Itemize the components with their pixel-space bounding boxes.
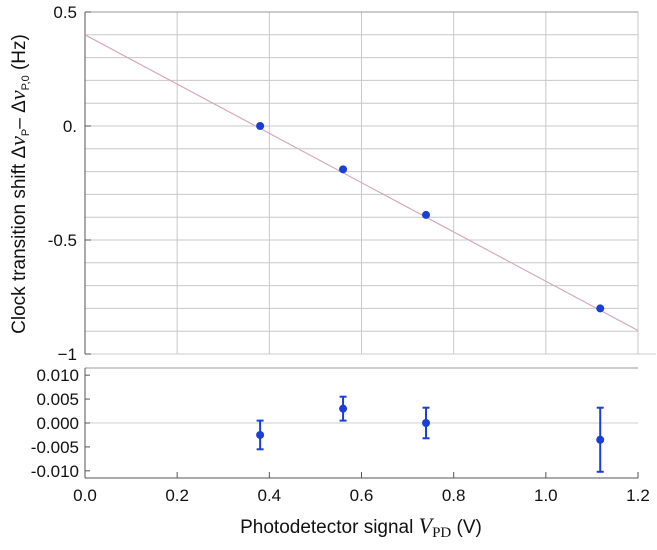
y-tick-label: 0.000 (36, 414, 79, 433)
y-tick-label: -0.005 (31, 438, 79, 457)
residual-point (339, 404, 348, 413)
x-tick-label: 0.2 (165, 486, 189, 505)
data-point (256, 122, 265, 130)
x-tick-label: 1.0 (534, 486, 558, 505)
data-point (339, 165, 348, 174)
x-tick-label: 0.0 (73, 486, 97, 505)
data-point (422, 210, 431, 219)
fit-line (84, 34, 639, 332)
residual-point (256, 430, 265, 439)
y-tick-label: 0.5 (53, 3, 77, 22)
y-tick-label: 0. (63, 117, 77, 136)
y-axis-label: Clock transition shift ΔνP– ΔνP,0 (Hz) (5, 34, 32, 334)
y-tick-label: 0.005 (36, 390, 79, 409)
x-axis-label: Photodetector signal VPD (V) (240, 513, 482, 541)
y-tick-label: 0.010 (36, 366, 79, 385)
y-tick-label: -0.010 (31, 462, 79, 481)
y-tick-label: −1 (58, 345, 77, 364)
y-tick-label: -0.5 (48, 231, 77, 250)
residual-point (422, 419, 431, 427)
residual-shift-panel: 0.5 0. -0.5 −1 (48, 3, 656, 364)
x-tick-label: 0.8 (442, 486, 466, 505)
x-tick-label: 0.4 (258, 486, 282, 505)
x-tick-label: 0.6 (350, 486, 374, 505)
residual-point (596, 435, 605, 444)
x-tick-label: 1.2 (626, 486, 650, 505)
fit-residuals-panel: 0.010 0.005 0.000 -0.005 -0.010 0.0 0.2 0.4 0.6 0… (31, 366, 650, 505)
data-point (596, 304, 605, 313)
